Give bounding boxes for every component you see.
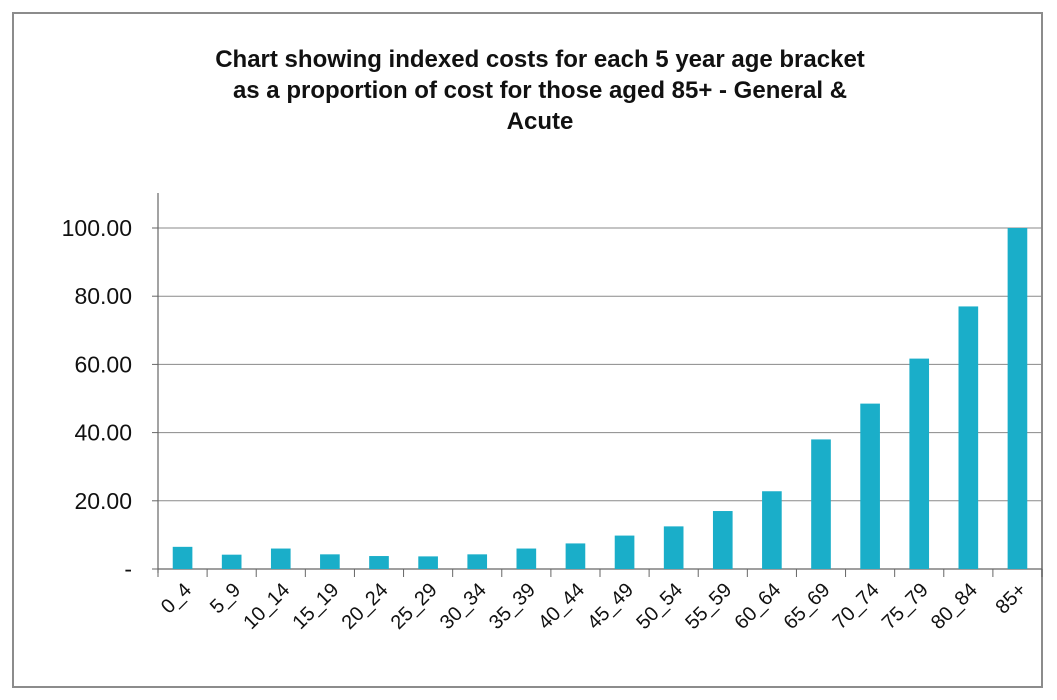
x-tick-label: 60_64 — [731, 579, 786, 634]
x-tick-label: 30_34 — [436, 579, 491, 634]
bar-30_34 — [467, 554, 488, 569]
y-tick-label: 40.00 — [74, 420, 132, 446]
bars — [172, 228, 1028, 569]
x-tick-label: 35_39 — [485, 579, 540, 634]
bar-70_74 — [860, 403, 880, 569]
x-tick-label: 25_29 — [387, 579, 442, 634]
x-tick-label: 50_54 — [632, 579, 687, 634]
bar-65_69 — [811, 439, 831, 569]
x-tick-label: 45_49 — [583, 579, 638, 634]
bar-55_59 — [712, 511, 733, 569]
x-tick-label: 70_74 — [829, 579, 884, 634]
x-tick-label: 65_69 — [780, 579, 835, 634]
chart-frame — [12, 12, 1043, 688]
bar-35_39 — [516, 548, 537, 569]
bar-50_54 — [663, 526, 684, 569]
bar-0_4 — [172, 546, 193, 569]
x-tick-label: 20_24 — [338, 579, 393, 634]
bar-15_19 — [320, 554, 340, 569]
bar-80_84 — [958, 306, 979, 569]
x-tick-label: 75_79 — [878, 579, 933, 634]
chart-title-line-1: Chart showing indexed costs for each 5 y… — [215, 46, 865, 73]
x-tick-label: 40_44 — [534, 579, 589, 634]
axes — [152, 193, 1043, 577]
y-tick-label: 20.00 — [74, 488, 132, 514]
chart-title-line-3: Acute — [506, 108, 574, 135]
chart-title-line-2: as a proportion of cost for those aged 8… — [232, 77, 848, 104]
gridlines — [158, 227, 1042, 502]
x-tick-labels: 0_4 5_910_1415_1920_2425_2930_3435_3940_4… — [157, 579, 1031, 634]
x-tick-label: 10_14 — [239, 579, 294, 634]
bar-5_9 — [221, 554, 242, 569]
bar-20_24 — [369, 556, 389, 569]
x-tick-label: 55_59 — [681, 579, 736, 634]
bar-25_29 — [418, 556, 438, 569]
x-tick-label: 0_4 — [157, 579, 196, 618]
x-tick-label: 80_84 — [927, 579, 982, 634]
bar-45_49 — [614, 535, 635, 569]
x-tick-label: 5_9 — [206, 579, 245, 618]
x-tick-label: 85+ — [991, 579, 1031, 619]
chart-title: Chart showing indexed costs for each 5 y… — [40, 44, 1040, 137]
bar-75_79 — [909, 358, 930, 569]
bar-40_44 — [565, 543, 586, 569]
y-tick-label: 100.00 — [62, 215, 132, 241]
x-tick-label: 15_19 — [289, 579, 344, 634]
y-tick-label: 60.00 — [74, 351, 132, 377]
bar-60_64 — [762, 491, 782, 569]
y-tick-labels: - 20.00 40.00 60.00 80.00 100.00 — [62, 215, 132, 582]
bar-85+ — [1007, 228, 1028, 569]
y-tick-label: - — [124, 556, 132, 582]
y-tick-label: 80.00 — [74, 283, 132, 309]
bar-10_14 — [270, 548, 291, 569]
